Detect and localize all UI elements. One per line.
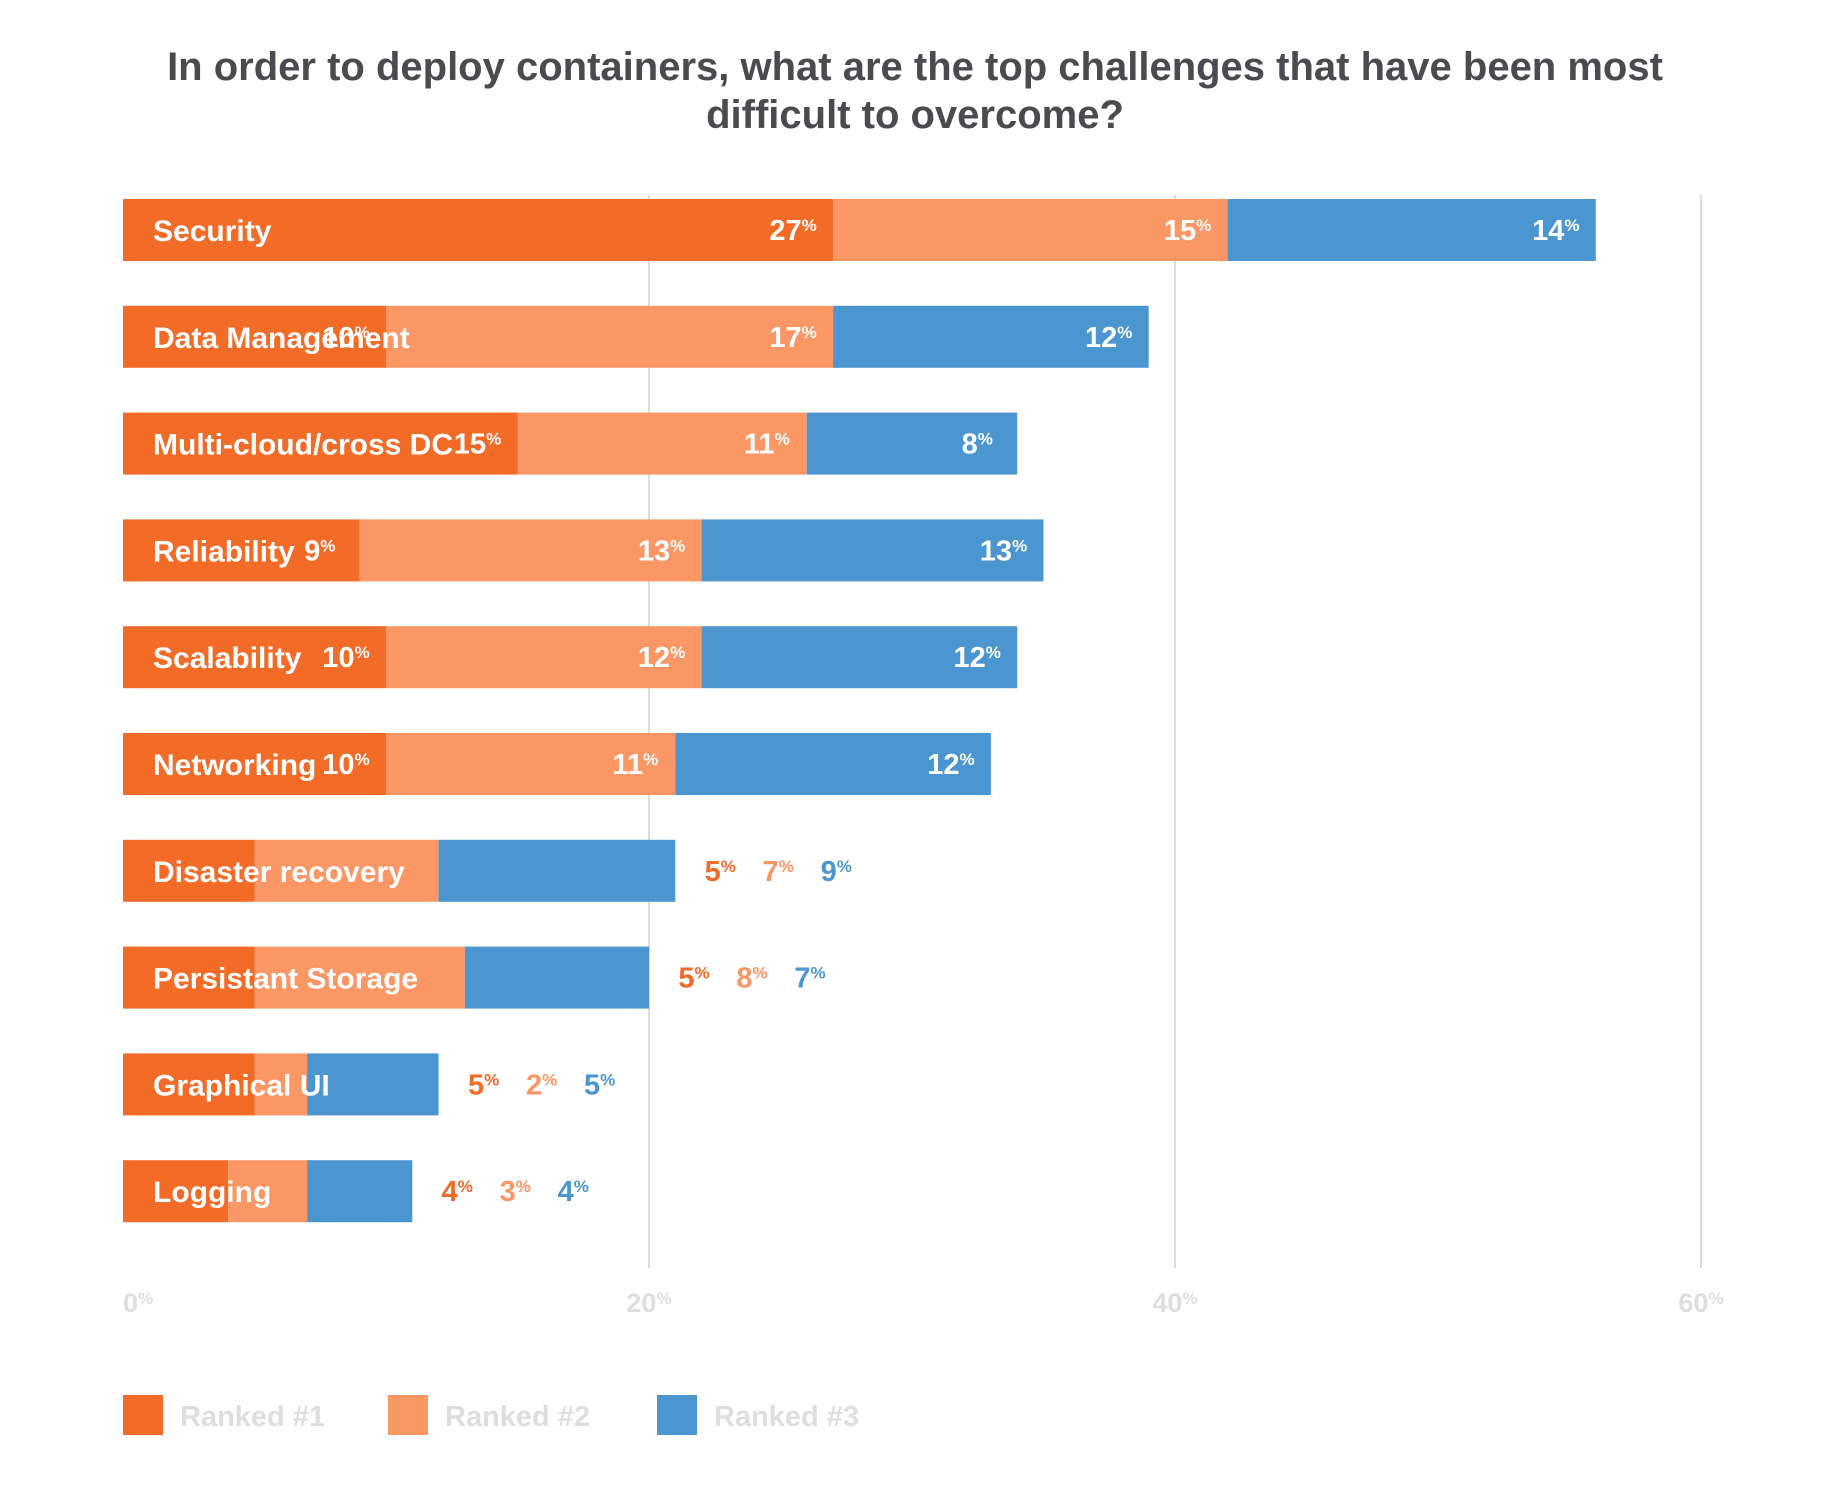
bar-segment [701,626,1018,689]
bar-segment [307,1053,439,1116]
x-tick-label: 20% [626,1288,671,1318]
value-label: 4% [442,1176,473,1208]
bar-segment [123,1160,229,1223]
value-label: 11% [612,749,658,781]
legend-swatch [123,1395,163,1435]
x-tick-label: 60% [1678,1288,1723,1318]
value-label: 11% [744,429,790,461]
bar-segment [806,412,1018,475]
value-label: 12% [927,749,974,781]
value-label: 27% [769,215,816,247]
bar-segment [386,305,834,368]
value-label: 7% [763,856,794,888]
value-label: 9% [304,535,335,567]
x-tick-label: 40% [1152,1288,1197,1318]
value-label: 5% [705,856,736,888]
value-label: 3% [500,1176,531,1208]
value-label: 8% [736,963,767,995]
bar-segment [386,733,676,795]
bar-segment [359,519,702,582]
value-label: 15% [1164,215,1211,247]
chart-title: In order to deploy containers, what are … [167,45,1663,137]
bar-segment [123,733,386,795]
value-label: 13% [980,535,1027,567]
bar-segment [123,839,255,902]
bar-segment [123,199,834,261]
x-tick-label: 0% [123,1288,153,1318]
value-label: 2% [526,1069,557,1101]
x-axis-ticks: 0% 20% 40% 60% [123,1288,1724,1318]
category-label: Graphical UI [153,1069,330,1102]
value-label: 10% [322,322,369,354]
legend-swatch [388,1395,428,1435]
value-label: 13% [638,535,685,567]
value-label: 14% [1532,215,1579,247]
category-label: Persistant Storage [153,963,418,996]
category-label: Scalability [153,642,302,675]
bar-segment [438,839,676,902]
category-label: Logging [153,1176,271,1209]
value-label: 8% [962,429,993,461]
value-label: 12% [638,642,685,674]
chart-title-line: In order to deploy containers, what are … [167,45,1663,89]
value-label: 4% [558,1176,589,1208]
legend-label: Ranked #1 [180,1401,325,1433]
bar-segment [254,946,465,1009]
bar-segment [123,305,386,368]
bar-segment [123,626,386,689]
bar-segment [123,412,518,475]
category-label: Disaster recovery [153,856,405,889]
bar-segment [123,519,360,582]
value-label: 15% [454,429,501,461]
bar-segment [517,412,807,475]
bars [123,199,1596,1223]
value-label: 5% [468,1069,499,1101]
value-label: 5% [584,1069,615,1101]
gridlines [648,195,1702,1268]
bar-segment [701,519,1044,582]
legend-label: Ranked #2 [445,1401,590,1433]
value-label: 10% [322,749,369,781]
bar-segment [386,626,702,689]
bar-segment [254,839,439,902]
value-label: 12% [1085,322,1132,354]
bar-segment [254,1053,308,1116]
bar-segment [464,946,649,1009]
value-label: 17% [769,322,816,354]
legend-label: Ranked #3 [714,1401,859,1433]
value-label: 7% [794,963,825,995]
bar-segment [228,1160,308,1223]
bar-segment [833,305,1149,368]
legend: Ranked #1 Ranked #2 Ranked #3 [123,1395,859,1435]
bar-segment [833,199,1228,261]
bar-segment [123,1053,255,1116]
bar-segment [675,733,991,795]
bar-segment [1227,199,1596,261]
value-label: 5% [678,963,709,995]
value-label: 10% [322,642,369,674]
legend-swatch [657,1395,697,1435]
chart-title-line: difficult to overcome? [706,93,1124,137]
bar-segment [307,1160,413,1223]
category-label: Multi-cloud/cross DC [153,429,453,462]
value-label: 9% [821,856,852,888]
bar-segment [123,946,255,1009]
category-label: Data Management [153,322,410,355]
value-label: 12% [954,642,1001,674]
category-label: Networking [153,749,316,782]
category-label: Security [153,215,272,248]
category-label: Reliability [153,535,295,568]
